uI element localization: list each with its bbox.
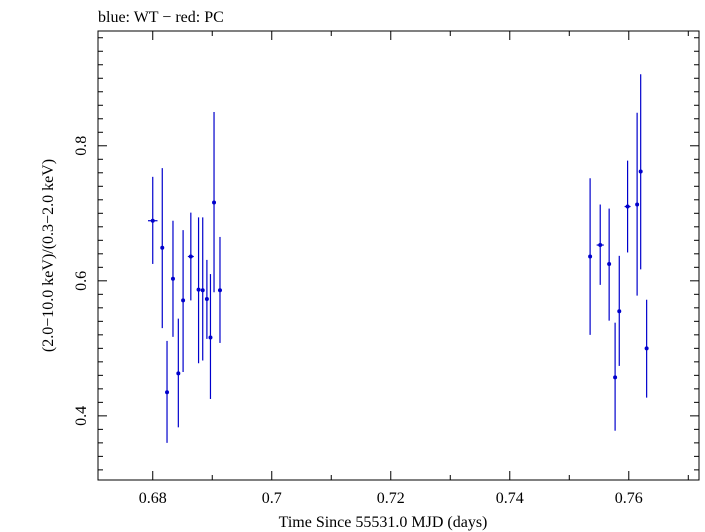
point-marker bbox=[176, 371, 181, 376]
data-point bbox=[176, 318, 181, 428]
data-point bbox=[607, 208, 612, 321]
chart-title: blue: WT − red: PC bbox=[98, 9, 224, 26]
data-point bbox=[644, 299, 649, 398]
data-point bbox=[165, 340, 170, 443]
data-point bbox=[217, 236, 222, 343]
y-tick-label: 0.6 bbox=[73, 271, 90, 291]
plot-frame bbox=[97, 30, 700, 481]
point-marker bbox=[588, 254, 593, 259]
point-marker bbox=[625, 204, 630, 209]
data-point bbox=[635, 112, 640, 296]
data-point bbox=[170, 220, 175, 337]
data-point bbox=[200, 217, 205, 361]
data-point bbox=[588, 178, 593, 335]
y-tick-label: 0.4 bbox=[73, 406, 90, 426]
x-tick-label: 0.68 bbox=[139, 490, 167, 507]
data-point bbox=[160, 168, 165, 329]
point-marker bbox=[200, 288, 205, 293]
x-axis-ticks: 0.68 0.7 0.72 0.74 0.76 bbox=[139, 31, 689, 507]
point-marker bbox=[204, 297, 209, 302]
point-marker bbox=[196, 287, 201, 292]
data-point bbox=[617, 255, 622, 366]
point-marker bbox=[598, 243, 603, 248]
data-point bbox=[196, 217, 201, 364]
data-point bbox=[181, 230, 186, 372]
x-tick-label: 0.7 bbox=[262, 490, 282, 507]
point-marker bbox=[150, 218, 155, 223]
point-marker bbox=[208, 335, 213, 340]
point-marker bbox=[212, 200, 217, 205]
data-point bbox=[624, 160, 631, 253]
point-marker bbox=[638, 169, 643, 174]
data-point bbox=[147, 176, 158, 264]
point-marker bbox=[617, 309, 622, 314]
point-marker bbox=[181, 298, 186, 303]
point-marker bbox=[188, 254, 193, 259]
data-points bbox=[147, 74, 649, 443]
data-point bbox=[204, 259, 209, 339]
y-axis-label: (2.0−10.0 keV)/(0.3−2.0 keV) bbox=[40, 159, 57, 352]
point-marker bbox=[217, 288, 222, 293]
data-point bbox=[596, 204, 604, 285]
y-tick-label: 0.8 bbox=[73, 136, 90, 156]
point-marker bbox=[644, 346, 649, 351]
point-marker bbox=[635, 202, 640, 207]
point-marker bbox=[613, 375, 618, 380]
data-point bbox=[187, 212, 194, 301]
x-tick-label: 0.76 bbox=[615, 490, 643, 507]
point-marker bbox=[170, 276, 175, 281]
point-marker bbox=[160, 245, 165, 250]
data-point bbox=[613, 322, 618, 431]
data-point bbox=[208, 274, 213, 399]
point-marker bbox=[607, 261, 612, 266]
x-tick-label: 0.72 bbox=[377, 490, 405, 507]
point-marker bbox=[165, 390, 170, 395]
y-axis-ticks: 0.4 0.6 0.8 bbox=[73, 37, 699, 471]
x-tick-label: 0.74 bbox=[496, 490, 524, 507]
data-point bbox=[638, 74, 643, 270]
x-axis-label: Time Since 55531.0 MJD (days) bbox=[279, 514, 488, 531]
data-point bbox=[212, 112, 217, 293]
